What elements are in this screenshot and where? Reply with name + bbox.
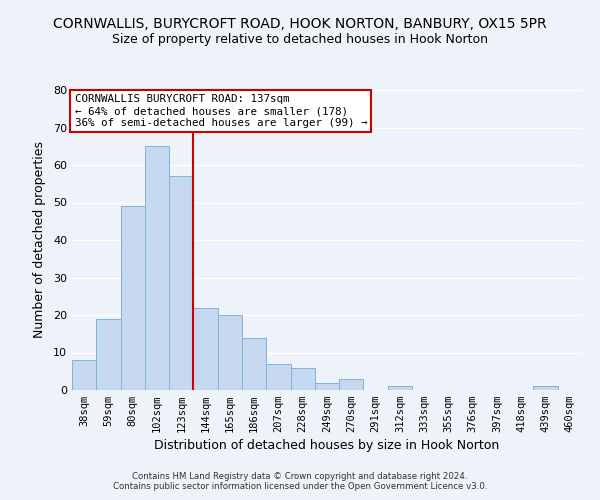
Text: CORNWALLIS BURYCROFT ROAD: 137sqm
← 64% of detached houses are smaller (178)
36%: CORNWALLIS BURYCROFT ROAD: 137sqm ← 64% … — [74, 94, 367, 128]
Bar — [72, 360, 96, 390]
Bar — [315, 382, 339, 390]
Bar — [218, 315, 242, 390]
Y-axis label: Number of detached properties: Number of detached properties — [33, 142, 46, 338]
Text: Size of property relative to detached houses in Hook Norton: Size of property relative to detached ho… — [112, 32, 488, 46]
Bar — [290, 368, 315, 390]
Bar — [266, 364, 290, 390]
Bar — [339, 379, 364, 390]
Bar — [96, 319, 121, 390]
Text: Contains public sector information licensed under the Open Government Licence v3: Contains public sector information licen… — [113, 482, 487, 491]
Bar — [388, 386, 412, 390]
Text: CORNWALLIS, BURYCROFT ROAD, HOOK NORTON, BANBURY, OX15 5PR: CORNWALLIS, BURYCROFT ROAD, HOOK NORTON,… — [53, 18, 547, 32]
Bar — [242, 338, 266, 390]
Bar — [145, 146, 169, 390]
Bar — [533, 386, 558, 390]
Bar — [193, 308, 218, 390]
Bar — [121, 206, 145, 390]
Bar — [169, 176, 193, 390]
Text: Contains HM Land Registry data © Crown copyright and database right 2024.: Contains HM Land Registry data © Crown c… — [132, 472, 468, 481]
X-axis label: Distribution of detached houses by size in Hook Norton: Distribution of detached houses by size … — [154, 440, 500, 452]
